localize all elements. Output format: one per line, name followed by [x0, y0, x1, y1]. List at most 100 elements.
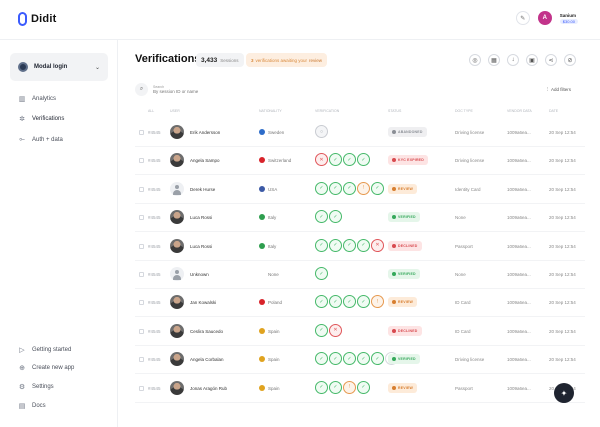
block-icon[interactable]: ⊘ — [564, 54, 576, 66]
verification-check-icon[interactable]: ✓ — [329, 181, 342, 195]
verification-check-icon[interactable]: ✓ — [329, 153, 342, 167]
review-badge[interactable]: 3 verifications awaiting your review — [246, 53, 328, 67]
search-icon[interactable]: ⌕ — [135, 83, 148, 96]
session-date: 20 Sep 12:54 — [549, 158, 576, 164]
sidebar-item-create-app[interactable]: ⊕ Create new app — [18, 364, 74, 372]
table-row[interactable]: #4545 Angela Corbalan Spain ✓✓✓✓✓+7VERIFIED… — [135, 346, 585, 375]
row-checkbox[interactable] — [139, 385, 144, 391]
table-row[interactable]: #4545 Erik Andersson Sweden ○ ABANDONED Drivi… — [135, 119, 585, 147]
verification-check-icon[interactable]: ✓ — [343, 295, 356, 309]
verification-check-icon[interactable]: ✓ — [329, 380, 342, 394]
nationality: USA — [268, 186, 278, 192]
row-checkbox[interactable] — [139, 215, 144, 221]
user-avatar — [170, 295, 184, 310]
sidebar-item-docs[interactable]: ▤ Docs — [18, 402, 46, 410]
search-input[interactable] — [153, 88, 243, 94]
verification-check-icon[interactable]: ✓ — [315, 380, 328, 394]
column-header: Status — [388, 109, 402, 113]
verification-check-icon[interactable]: ✓ — [343, 352, 356, 366]
verification-check-icon[interactable]: ✓ — [315, 210, 328, 224]
vendor-data: 1009a6ea... — [507, 357, 531, 363]
download-icon[interactable]: ↓ — [507, 54, 519, 66]
user-name: Ceslira Saucedo — [190, 328, 224, 334]
verification-check-icon[interactable]: ✓ — [357, 238, 370, 252]
share-icon[interactable]: ⋖ — [545, 54, 557, 66]
session-id: #4545 — [148, 186, 161, 192]
verification-check-icon[interactable]: ✓ — [315, 295, 328, 309]
verification-check-icon[interactable]: ✓ — [329, 352, 342, 366]
row-checkbox[interactable] — [139, 300, 144, 306]
nationality: Spain — [268, 328, 280, 334]
verification-check-icon[interactable]: ✕ — [315, 153, 328, 167]
row-checkbox[interactable] — [139, 272, 144, 277]
vendor-data: 1009a6ea... — [507, 215, 531, 221]
verification-check-icon[interactable]: ✓ — [371, 352, 384, 366]
row-checkbox[interactable] — [139, 158, 144, 164]
report-icon[interactable]: ▦ — [488, 54, 500, 66]
doc-type: Driving license — [455, 158, 485, 164]
sidebar-item-verifications[interactable]: ✲ Verifications — [18, 115, 64, 123]
logo[interactable]: Didit — [18, 12, 56, 26]
sidebar-item-analytics[interactable]: ▥ Analytics — [18, 95, 56, 103]
user-avatar — [170, 153, 184, 168]
verification-check-icon[interactable]: ✓ — [315, 267, 328, 280]
verification-check-icon[interactable]: ✓ — [357, 153, 370, 167]
table-row[interactable]: #4545 Derek Hurse USA ✓ ✓ ✓! ✓ REVIEW Identity C… — [135, 176, 585, 204]
verification-check-icon[interactable]: ✓ — [343, 153, 356, 167]
verification-check-icon[interactable]: ✓ — [315, 181, 328, 195]
column-header[interactable]: All — [148, 109, 155, 113]
sidebar-item-auth-data[interactable]: ⟜ Auth + data — [18, 136, 63, 144]
table-row[interactable]: #4545 Luca Rossi Italy ✓ ✓ ✓ ✓ ✕ DECLINED Passpor… — [135, 233, 585, 261]
verification-check-icon[interactable]: ✓ — [343, 181, 356, 195]
export-icon[interactable]: ▣ — [526, 54, 538, 66]
table-row[interactable]: #4545 Jonas Aragón Rub Spain ✓ ✓! ✓ REVIEW Pass… — [135, 375, 585, 403]
row-checkbox[interactable] — [139, 328, 144, 334]
verification-check-icon[interactable]: ! — [357, 181, 370, 195]
row-checkbox[interactable] — [139, 357, 144, 363]
verification-check-icon[interactable]: ✓ — [343, 238, 356, 252]
avatar[interactable]: A — [537, 11, 552, 25]
sidebar-item-label: Verifications — [32, 116, 65, 122]
status-label: DECLINED — [398, 243, 418, 248]
table-row[interactable]: #4545 Ceslira Saucedo Spain ✓ ✕ DECLINED ID Ca… — [135, 318, 585, 346]
row-checkbox[interactable] — [139, 243, 144, 249]
verification-check-icon[interactable]: ✓ — [329, 238, 342, 252]
app-selector[interactable]: Modal login ⌄ — [10, 53, 108, 81]
table-row[interactable]: #4545 Unknown None ✓ VERIFIED None 1009a6ea...… — [135, 261, 585, 289]
notifications-icon[interactable]: ✎ — [515, 11, 530, 25]
status-badge: VERIFIED — [388, 354, 420, 365]
session-id: #4545 — [148, 300, 161, 306]
account-info[interactable]: Sanium $30.00 — [559, 13, 578, 24]
verification-check-icon[interactable]: ! — [343, 380, 356, 394]
sidebar-item-settings[interactable]: ⚙ Settings — [18, 383, 54, 391]
session-date: 20 Sep 12:54 — [549, 215, 576, 221]
row-checkbox[interactable] — [139, 186, 144, 192]
sidebar-item-getting-started[interactable]: ▷ Getting started — [18, 346, 71, 354]
app-selector-label: Modal login — [34, 64, 68, 70]
verification-check-icon[interactable]: ✓ — [357, 380, 370, 394]
verification-check-icon[interactable]: ✓ — [315, 352, 328, 366]
verification-check-icon[interactable]: ! — [371, 295, 384, 309]
settings-icon[interactable]: ◎ — [469, 54, 481, 66]
verification-check-icon[interactable]: ✓ — [329, 210, 342, 224]
table-row[interactable]: #4545 Luca Rossi Italy ✓ ✓ VERIFIED None 1009a6… — [135, 204, 585, 233]
session-date: 20 Sep 12:54 — [549, 357, 576, 363]
verification-check-icon[interactable]: ✓ — [315, 238, 328, 252]
table-row[interactable]: #4545 Jan Kowalski Poland ✓ ✓ ✓ ✓! REVIEW ID Car… — [135, 289, 585, 318]
flag-icon — [259, 327, 265, 334]
verification-check-icon[interactable]: ✓ — [357, 352, 370, 366]
verification-check-icon[interactable]: ✕ — [329, 323, 342, 337]
table-row[interactable]: #4545 Angela Sampo Switzerland ✕ ✓ ✓ ✓ KYC EXPI… — [135, 147, 585, 176]
row-checkbox[interactable] — [139, 130, 144, 135]
vendor-data: 1009a6ea... — [507, 300, 531, 306]
verification-check-icon[interactable]: ✓ — [315, 323, 328, 337]
verification-check-icon[interactable]: ✓ — [329, 295, 342, 309]
verification-check-icon[interactable]: ○ — [315, 125, 328, 138]
review-link: review — [309, 57, 323, 63]
add-filters-button[interactable]: ⫶ Add filters — [547, 87, 571, 92]
chat-button[interactable]: ✦ — [554, 383, 574, 403]
verification-check-icon[interactable]: ✓ — [371, 181, 384, 195]
verification-check-icon[interactable]: ✓ — [357, 295, 370, 309]
vendor-data: 1009a6ea... — [507, 130, 531, 135]
verification-check-icon[interactable]: ✕ — [371, 238, 384, 252]
